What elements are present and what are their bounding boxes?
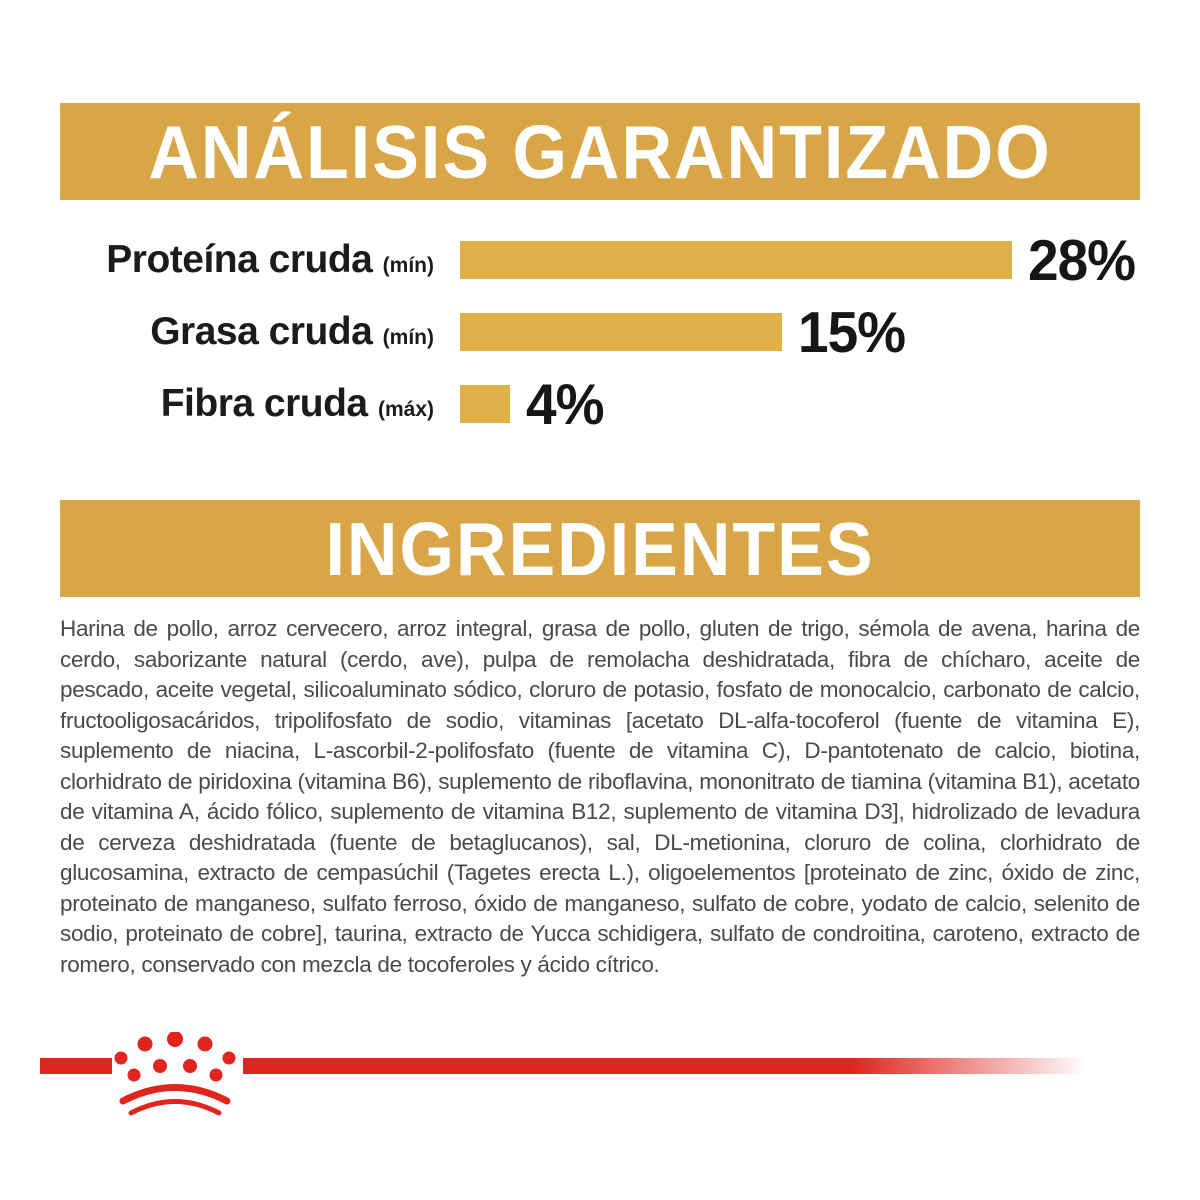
- bar-proteína-cruda: [460, 241, 1012, 279]
- ingredients-text: Harina de pollo, arroz cervecero, arroz …: [60, 616, 1140, 977]
- royal-canin-crown-icon: [114, 1032, 236, 1116]
- analysis-title: ANÁLISIS GARANTIZADO: [148, 109, 1052, 194]
- bar-fibra-cruda: [460, 385, 510, 423]
- nutrient-label: Grasa cruda (mín): [150, 310, 434, 353]
- analysis-row: Proteína cruda (mín) 28%: [60, 227, 1140, 292]
- analysis-banner: ANÁLISIS GARANTIZADO: [60, 103, 1140, 200]
- bar-grasa-cruda: [460, 313, 782, 351]
- value-label: 15%: [798, 299, 906, 365]
- red-line-right-segment: [243, 1058, 1088, 1074]
- value-label: 4%: [526, 371, 604, 437]
- red-line-left-segment: [40, 1058, 112, 1074]
- footer: [0, 1032, 1200, 1132]
- ingredients-banner: INGREDIENTES: [60, 500, 1140, 597]
- analysis-row: Fibra cruda (máx) 4%: [60, 371, 1140, 436]
- ingredients-title: INGREDIENTES: [325, 506, 875, 591]
- nutrient-label: Proteína cruda (mín): [106, 238, 434, 281]
- guaranteed-analysis-chart: Proteína cruda (mín) 28% Grasa cruda (mín)…: [60, 227, 1140, 456]
- analysis-row: Grasa cruda (mín) 15%: [60, 299, 1140, 364]
- nutrient-label: Fibra cruda (máx): [160, 382, 434, 425]
- value-label: 28%: [1028, 227, 1136, 293]
